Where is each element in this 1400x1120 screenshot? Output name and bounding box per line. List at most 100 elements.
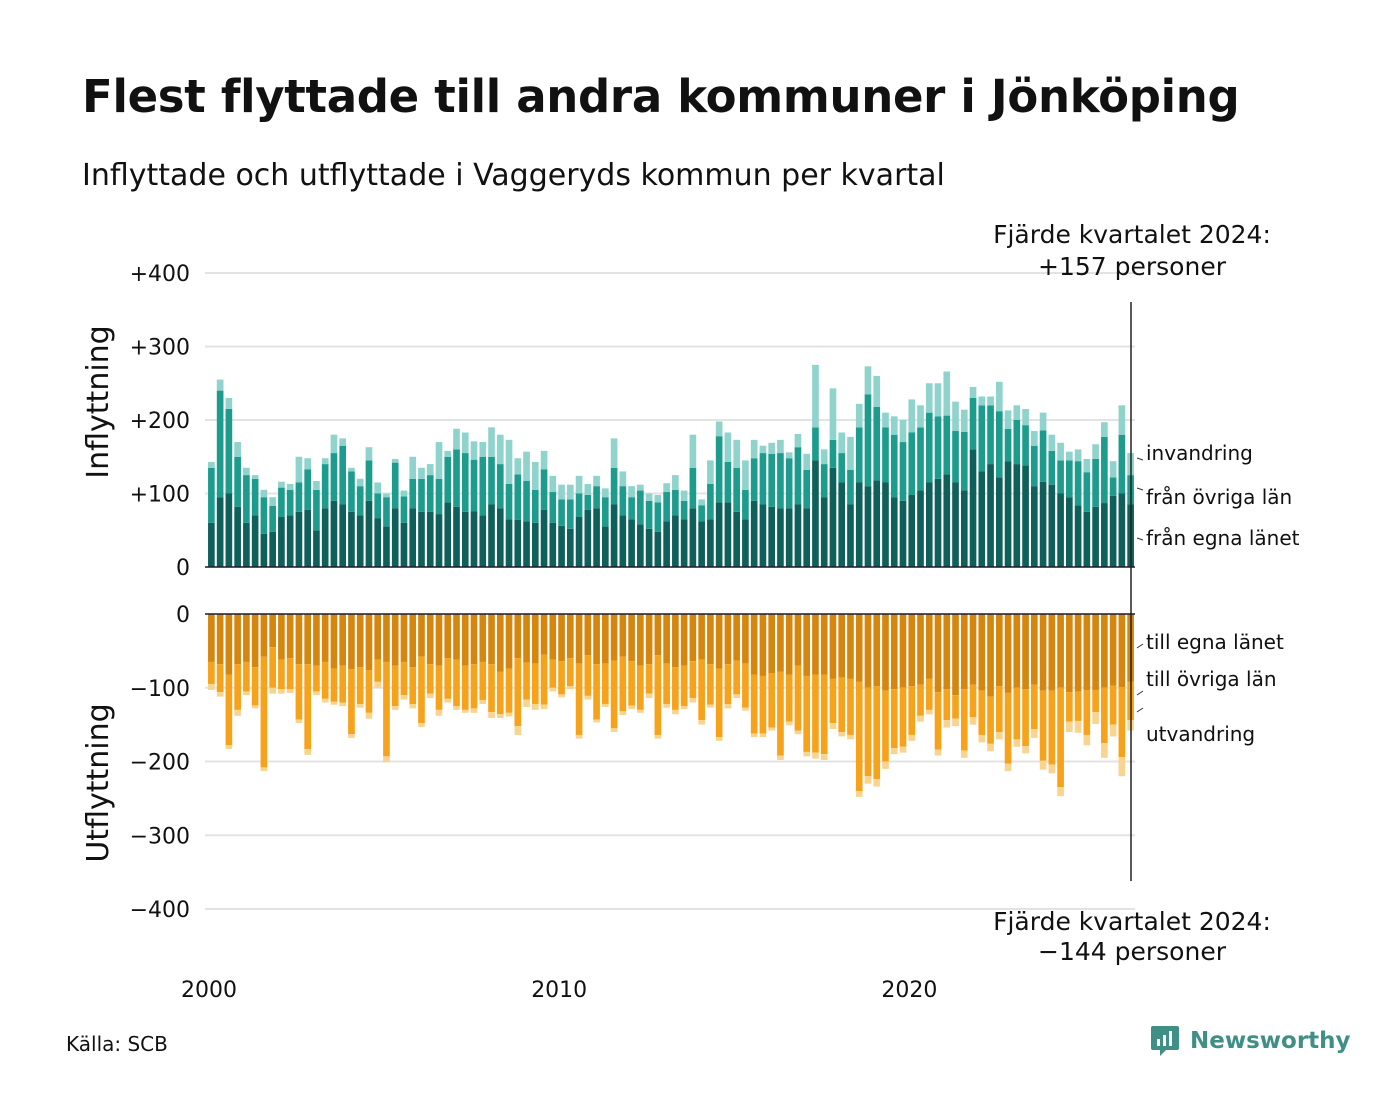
outflow-bar-segment <box>488 664 495 713</box>
inflow-bar-segment <box>680 519 688 567</box>
outflow-bar-segment <box>680 706 688 710</box>
outflow-bar-segment <box>628 661 635 706</box>
outflow-bar-segment <box>1109 685 1117 725</box>
outflow-bar-segment <box>637 614 644 666</box>
outflow-bar-segment <box>461 709 469 713</box>
outflow-bar-segment <box>715 614 723 669</box>
inflow-bar-segment <box>540 509 548 567</box>
outflow-bar-segment <box>356 614 364 668</box>
inflow-bar-segment <box>575 517 583 567</box>
outflow-bar-segment <box>1101 614 1108 688</box>
inflow-bar-segment <box>558 525 565 567</box>
outflow-bar-segment <box>435 614 443 666</box>
inflow-bar-segment <box>575 475 583 494</box>
outflow-bar-segment <box>269 687 276 694</box>
inflow-bar-segment <box>908 399 916 433</box>
inflow-bar-segment <box>1074 449 1082 462</box>
outflow-bar-segment <box>628 705 635 710</box>
inflow-bar-segment <box>873 406 881 481</box>
inflow-bar-segment <box>750 500 758 567</box>
newsworthy-logo-icon <box>1151 1026 1179 1056</box>
outflow-bar-segment <box>260 614 268 657</box>
outflow-bar-segment <box>925 678 933 710</box>
inflow-bar-segment <box>882 427 889 483</box>
inflow-bar-segment <box>356 515 364 567</box>
inflow-bar-segment <box>777 439 784 454</box>
outflow-bar-segment <box>505 614 513 669</box>
inflow-bar-segment <box>523 521 530 567</box>
outflow-bar-segment <box>435 665 443 710</box>
outflow-bar-segment <box>531 614 539 664</box>
inflow-bar-segment <box>654 531 662 567</box>
inflow-bar-segment <box>838 453 846 483</box>
outflow-bar-segment <box>698 659 705 721</box>
outflow-bar-segment <box>1022 614 1029 690</box>
outflow-bar-segment <box>243 614 250 662</box>
inflow-bar-segment <box>409 478 417 509</box>
inflow-bar-segment <box>943 474 951 567</box>
inflow-bar-segment <box>304 469 311 510</box>
inflow-bar-segment <box>637 490 644 525</box>
inflow-bar-segment <box>461 511 469 568</box>
inflow-bar-segment <box>348 467 355 472</box>
inflow-bar-segment <box>645 528 653 567</box>
outflow-bar-segment <box>418 614 425 657</box>
outflow-bar-segment <box>1057 687 1064 788</box>
outflow-bar-segment <box>444 698 452 703</box>
outflow-bar-segment <box>1030 684 1038 730</box>
inflow-bar-segment <box>1092 444 1099 459</box>
inflow-bar-segment <box>742 519 749 567</box>
outflow-bar-segment <box>1039 614 1047 691</box>
outflow-bar-segment <box>663 663 670 704</box>
inflow-bar-segment <box>785 458 793 509</box>
outflow-bar-segment <box>899 746 907 753</box>
inflow-bar-segment <box>339 438 347 446</box>
outflow-bar-segment <box>339 614 347 666</box>
outflow-bar-segment <box>461 614 469 666</box>
inflow-bar-segment <box>566 484 574 500</box>
outflow-bar-segment <box>864 776 872 784</box>
inflow-bar-segment <box>654 494 662 503</box>
inflow-bar-segment <box>680 490 688 501</box>
inflow-bar-segment <box>654 502 662 532</box>
outflow-bar-segment <box>820 674 828 755</box>
inflow-bar-segment <box>768 442 775 454</box>
inflow-bar-segment <box>602 488 609 498</box>
y-tick-label: −200 <box>130 751 190 776</box>
inflow-bar-segment <box>321 464 329 509</box>
outflow-bar-segment <box>873 614 881 687</box>
inflow-bar-segment <box>566 499 574 529</box>
outflow-bar-segment <box>960 750 968 758</box>
inflow-bar-segment <box>943 415 951 475</box>
outflow-bar-segment <box>260 767 268 772</box>
inflow-bar-segment <box>365 500 373 567</box>
inflow-bar-segment <box>890 497 898 567</box>
inflow-bar-segment <box>330 453 338 501</box>
outflow-bar-segment <box>286 689 294 693</box>
outflow-bar-segment <box>313 614 320 666</box>
inflow-bar-segment <box>488 427 495 457</box>
outflow-bar-segment <box>234 614 241 665</box>
y-tick-label: +200 <box>130 409 190 434</box>
inflow-bar-segment <box>243 475 250 523</box>
outflow-bar-segment <box>995 614 1003 687</box>
inflow-bar-segment <box>602 526 609 567</box>
axes: 0 +100 +200 +300 +400 0 −100 −200 −300 −400 2000 20… <box>130 262 1135 1000</box>
outflow-bar-segment <box>899 687 907 747</box>
inflow-bar-segment <box>566 528 574 567</box>
outflow-bar-segment <box>216 692 224 697</box>
outflow-bar-segment <box>514 658 522 727</box>
outflow-bar-segment <box>383 614 390 662</box>
legend-leader <box>1136 643 1144 649</box>
outflow-bar-segment <box>1092 689 1099 713</box>
inflow-bar-segment <box>847 436 854 470</box>
outflow-bar-segment <box>645 614 653 665</box>
outflow-bar-segment <box>882 614 889 691</box>
legend-label: till övriga län <box>1146 667 1277 691</box>
outflow-bar-segment <box>917 684 924 716</box>
outflow-bar-segment <box>707 704 714 708</box>
outflow-bar-segment <box>374 614 382 660</box>
outflow-bar-segment <box>418 723 425 727</box>
inflow-bar-segment <box>987 405 994 465</box>
outflow-bar-segment <box>715 737 723 741</box>
